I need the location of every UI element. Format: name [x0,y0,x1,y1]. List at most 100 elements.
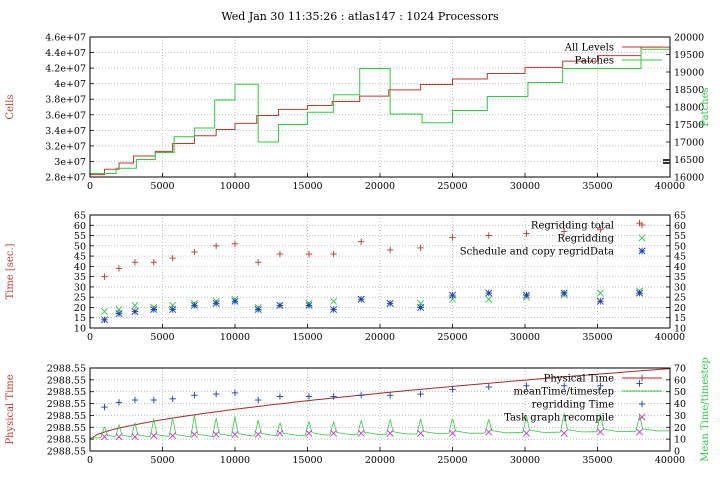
panel3-series-regridding-time-point [330,393,337,400]
panel3-series-task-graph-recompile-point [417,429,425,437]
panel2-ytick-label-left: 55 [74,231,86,242]
panel3-series-regridding-time-point [115,399,123,406]
panel1-ytick-label-left: 3.2e+07 [45,141,86,152]
panel3-series-task-graph-recompile-point-stroke [169,432,177,440]
panel2-xtick-label: 5000 [150,332,174,343]
panel2-ytick-label-left: 25 [74,293,86,304]
panel2-series-schedule-and-copy-regriddata-point-stroke [231,297,239,305]
panel3-legend-swatch-stroke [638,413,646,421]
panel3-series-task-graph-recompile-point [169,432,177,440]
panel2-legend-label: Regridding total [531,221,614,232]
panel2-ytick-label-left: 15 [74,313,86,324]
panel2-series-regridding-total-point [417,244,424,252]
panel1-ylabel-left: Cells [5,94,16,119]
panel3-ytick-label-right: 50 [674,387,686,398]
panel3-series-task-graph-recompile-point [448,429,457,437]
panel2-series-schedule-and-copy-regriddata-point-stroke [560,289,568,297]
panel2-series-schedule-and-copy-regriddata-point-stroke [357,295,365,303]
panel3-legend-label: meanTime/timestep [513,387,614,398]
panel2-xtick-label: 0 [87,332,93,343]
panel3-xtick-label: 20000 [365,455,395,466]
panel2-series-regridding-point [330,297,338,305]
panel3-series-regridding-time-point [523,382,530,389]
panel2-series-regridding-point-stroke [485,295,493,303]
panel2-series-regridding-total-point [169,254,176,262]
panel3-series-task-graph-recompile-point [596,428,604,436]
panel2-series-schedule-and-copy-regriddata-point-stroke [448,291,457,299]
panel1-ytick-label-left: 4.2e+07 [45,64,86,75]
panel3-series-task-graph-recompile-point-stroke [231,430,239,438]
panel1-ytick-label-right: 16500 [674,155,704,166]
panel1-legend-label: All Levels [564,43,614,54]
panel3-xtick-label: 0 [87,455,93,466]
panel2-ytick-label-right: 20 [674,303,686,314]
panel1-ytick-label-left: 3.6e+07 [45,110,86,121]
panel3-series-task-graph-recompile-point-stroke [560,429,568,437]
panel2-ylabel-left: Time [sec.] [5,243,16,299]
panel3-series-regridding-time-point [191,392,198,399]
panel3-series-task-graph-recompile-point [115,433,123,441]
panel3-series-regridding-time-point [417,390,424,398]
panel3-frame [89,367,671,452]
panel3-legend-label: regridding Time [532,400,614,411]
panel3-series-task-graph-recompile-point [357,429,365,437]
panel2-xtick-label: 35000 [582,332,612,343]
panel2-ytick-label-right: 60 [674,221,686,232]
panel1-ytick-label-left: 3e+07 [54,157,86,168]
panel2-ytick-label-right: 30 [674,282,686,293]
panel1-xtick-label: 25000 [437,181,467,192]
panel1-xtick-label: 5000 [150,181,174,192]
panel3-series-task-graph-recompile-point-stroke [305,429,313,437]
panel2-series-regridding-point-stroke [330,297,338,305]
panel1-xtick-label: 30000 [510,181,540,192]
panel3-series-task-graph-recompile-point [305,429,313,437]
panel3-ytick-label-right: 70 [674,364,686,375]
panel3-series-physical-time [90,368,670,440]
panel3-ytick-label-right: 30 [674,411,686,422]
panel2-xtick-label: 15000 [292,332,322,343]
panel2-series-schedule-and-copy-regriddata-point [417,303,425,311]
panel3-ytick-label-left: 2988.55 [47,435,86,446]
panel3-series-regridding-time-point [485,383,492,391]
panel2-series-regridding-total-point [386,246,394,254]
panel2-frame [89,214,671,329]
panel2-xtick-label: 40000 [655,332,685,343]
panel2-series-schedule-and-copy-regriddata-point [169,305,177,314]
panel3-xtick-label: 5000 [150,455,174,466]
panel2-legend-swatch [638,234,646,242]
panel3-xtick-label: 40000 [655,455,685,466]
panel3-series-meantime-timestep [90,412,670,439]
panel3-series-task-graph-recompile-point-stroke [212,430,220,438]
panel2-series-schedule-and-copy-regriddata-point [386,299,394,307]
panel2-legend-label: Schedule and copy regridData [460,247,614,258]
panel1-ytick-label-right: 17000 [674,138,704,149]
panel2-legend-swatch-stroke [638,247,646,255]
panel3-ytick-label-right: 0 [674,447,680,458]
panel3-series-regridding-time-point [255,396,262,404]
panel3-series-regridding-time-point [636,380,643,387]
panel2-series-regridding-total-point [101,273,108,280]
panel2-series-regridding-point-stroke [596,289,604,297]
panel3-xtick-label: 10000 [220,455,250,466]
panel3-legend-swatch [638,400,646,408]
panel3-series-task-graph-recompile-point [522,429,530,437]
panel3-ytick-label-right: 60 [674,375,686,386]
panel2-ytick-label-left: 20 [74,303,86,314]
panel2-ytick-label-left: 35 [74,272,86,283]
panel2-ytick-label-right: 25 [674,293,686,304]
panel3-ytick-label-left: 2988.55 [47,375,86,386]
panel1-plot-area [90,46,670,176]
panel2-ytick-label-right: 35 [674,272,686,283]
panel1-ytick-label-right: 18500 [674,85,704,96]
panel2-ytick-label-right: 10 [674,324,686,335]
panel2-ytick-label-left: 50 [74,241,86,252]
panel2-ytick-label-right: 15 [674,313,686,324]
panel3-series-task-graph-recompile-point-stroke [386,429,394,437]
panel2-series-schedule-and-copy-regriddata-point-stroke [254,305,262,314]
panel3-ylabel-left: Physical Time [5,374,16,444]
panel3-series-task-graph-recompile-point [636,428,644,436]
panel2-series-schedule-and-copy-regriddata-point [596,297,604,305]
panel2-series-regridding-point-stroke [131,301,139,309]
panel3-series-task-graph-recompile-point-stroke [254,430,262,438]
